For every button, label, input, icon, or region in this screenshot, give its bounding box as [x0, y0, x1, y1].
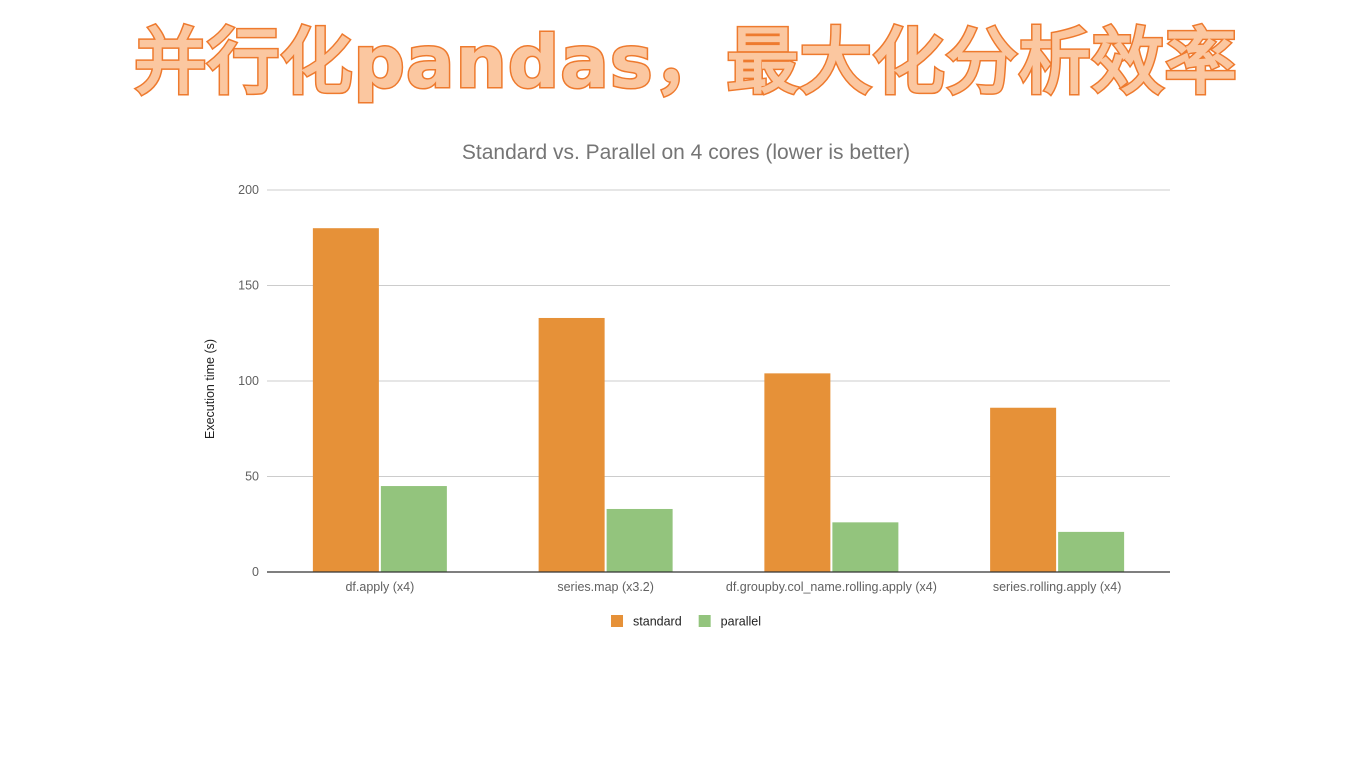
- banner-title: 并行化pandas，最大化分析效率: [133, 19, 1238, 106]
- x-tick-label: df.groupby.col_name.rolling.apply (x4): [726, 580, 937, 594]
- chart-title: Standard vs. Parallel on 4 cores (lower …: [462, 141, 910, 164]
- bar-parallel: [832, 522, 899, 572]
- y-axis-title: Execution time (s): [203, 339, 217, 439]
- y-tick-label: 0: [252, 565, 259, 579]
- bar-standard: [764, 373, 831, 572]
- bar-parallel: [380, 486, 447, 572]
- bar-parallel: [606, 508, 673, 572]
- x-tick-label: series.map (x3.2): [557, 580, 654, 594]
- bar-standard: [538, 317, 605, 572]
- bar-parallel: [1058, 531, 1125, 572]
- legend-swatch-standard: [611, 615, 624, 627]
- bar-standard: [312, 228, 379, 572]
- x-tick-label: df.apply (x4): [345, 580, 414, 594]
- legend: standard parallel: [611, 615, 761, 629]
- legend-swatch-parallel: [698, 615, 711, 627]
- bars: [312, 228, 1125, 572]
- y-tick-label: 50: [245, 470, 259, 484]
- legend-label-parallel: parallel: [721, 615, 761, 629]
- y-tick-label: 100: [238, 374, 259, 388]
- x-tick-label: series.rolling.apply (x4): [993, 580, 1122, 594]
- bar-standard: [990, 407, 1057, 572]
- x-tick-labels: df.apply (x4) series.map (x3.2) df.groupby…: [345, 580, 1121, 594]
- legend-label-standard: standard: [633, 615, 682, 629]
- y-tick-labels: 0 50 100 150 200: [238, 183, 259, 579]
- y-tick-label: 150: [238, 279, 259, 293]
- y-tick-label: 200: [238, 183, 259, 197]
